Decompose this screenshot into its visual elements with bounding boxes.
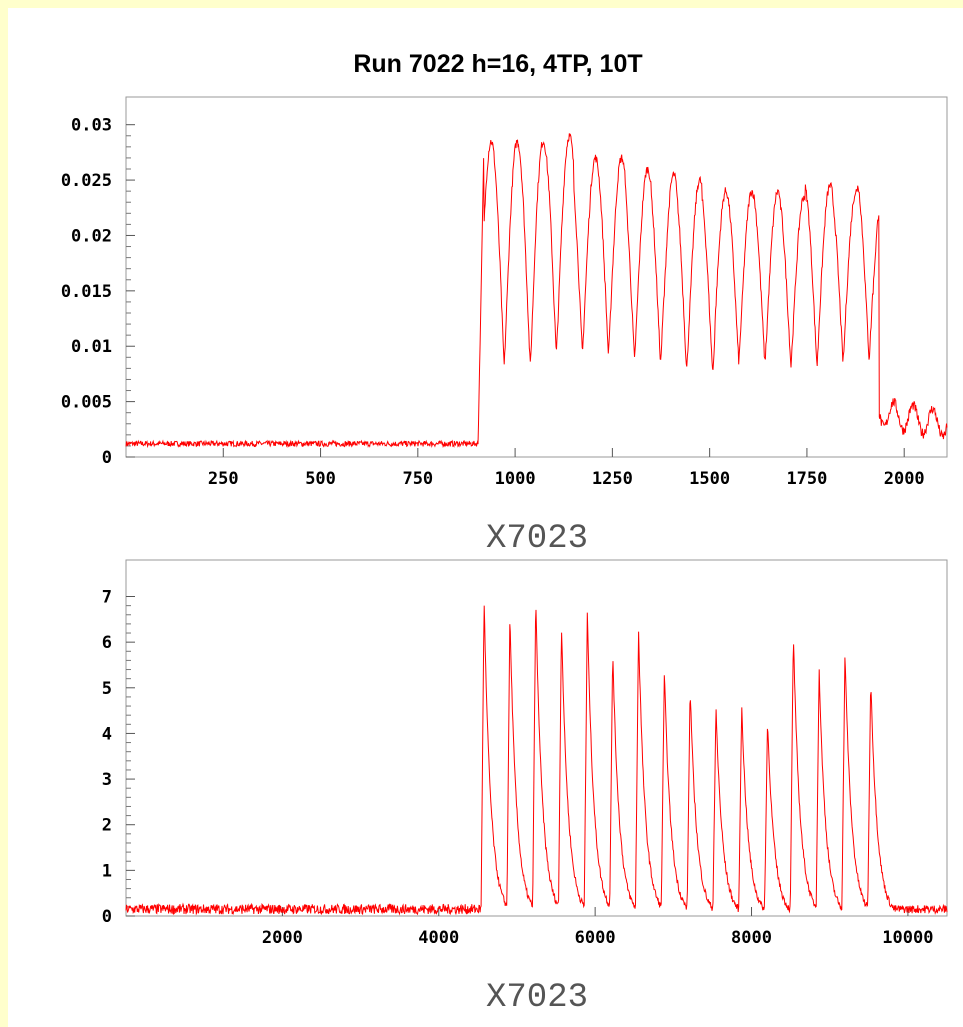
y-tick-label: 1	[102, 861, 112, 881]
bottom-chart-y-ticks: 0 1 2 3 4 5 6 7	[102, 588, 135, 927]
x-tick-label: 4000	[418, 928, 459, 948]
y-tick-label: 3	[102, 770, 112, 790]
y-tick-label: 0.015	[61, 282, 112, 302]
y-tick-label: 0.03	[71, 116, 112, 136]
y-tick-label: 0.02	[71, 226, 112, 246]
chart-title: Run 7022 h=16, 4TP, 10T	[353, 50, 642, 78]
bottom-chart-x-ticks: 2000 4000 6000 8000 10000	[262, 907, 933, 948]
x-tick-label: 250	[208, 469, 239, 489]
x-tick-label: 500	[305, 469, 336, 489]
top-chart-x-ticks: 250 500 750 1000 1250 1500 1750 2000	[208, 448, 925, 489]
x-tick-label: 6000	[575, 928, 616, 948]
x-tick-label: 750	[402, 469, 433, 489]
x-tick-label: 1250	[592, 469, 633, 489]
y-tick-label: 4	[102, 724, 112, 744]
x-tick-label: 1000	[495, 469, 536, 489]
y-tick-label: 5	[102, 679, 112, 699]
x-tick-label: 1500	[689, 469, 730, 489]
y-tick-label: 0.025	[61, 171, 112, 191]
y-tick-label: 0	[102, 448, 112, 468]
x-tick-label: 1750	[786, 469, 827, 489]
bottom-chart-frame	[125, 559, 948, 917]
top-chart-frame	[125, 96, 948, 458]
x-tick-label: 8000	[731, 928, 772, 948]
bottom-chart: 0 1 2 3 4 5 6 7 2000 4000 6000 8000 10000 X7023	[102, 559, 948, 1017]
x-tick-label: 10000	[882, 928, 933, 948]
x-tick-label: 2000	[262, 928, 303, 948]
y-tick-label: 0.005	[61, 393, 112, 413]
x-tick-label: 2000	[884, 469, 925, 489]
y-tick-label: 2	[102, 816, 112, 836]
y-tick-label: 7	[102, 588, 112, 608]
top-frame-border	[0, 0, 963, 8]
bottom-chart-trace	[125, 605, 948, 916]
left-frame-border	[0, 0, 8, 1027]
top-chart-trace	[125, 133, 948, 449]
bottom-chart-x-label: X7023	[486, 979, 588, 1017]
top-chart-y-ticks: 0 0.005 0.01 0.015 0.02 0.025 0.03	[61, 116, 135, 468]
top-chart: 0 0.005 0.01 0.015 0.02 0.025 0.03 250 500 750 10…	[61, 96, 948, 558]
top-chart-x-label: X7023	[486, 520, 588, 558]
y-tick-label: 6	[102, 633, 112, 653]
y-tick-label: 0	[102, 907, 112, 927]
y-tick-label: 0.01	[71, 337, 112, 357]
